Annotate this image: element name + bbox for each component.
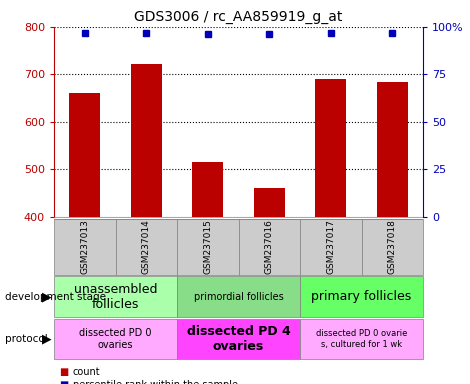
Text: unassembled
follicles: unassembled follicles (74, 283, 157, 311)
Bar (192, 162, 223, 217)
Text: count: count (73, 367, 101, 377)
Bar (177, 319, 300, 359)
Text: ▶: ▶ (42, 290, 52, 303)
Text: primordial follicles: primordial follicles (194, 291, 283, 302)
Bar (238, 219, 300, 275)
Text: ▶: ▶ (42, 333, 52, 345)
Text: primary follicles: primary follicles (312, 290, 412, 303)
Text: ■: ■ (59, 367, 68, 377)
Text: dissected PD 0
ovaries: dissected PD 0 ovaries (79, 328, 152, 350)
Bar (315, 79, 346, 217)
Bar (54, 276, 177, 317)
Text: GSM237015: GSM237015 (204, 219, 212, 274)
Bar (54, 319, 177, 359)
Text: percentile rank within the sample: percentile rank within the sample (73, 380, 238, 384)
Title: GDS3006 / rc_AA859919_g_at: GDS3006 / rc_AA859919_g_at (134, 10, 343, 25)
Text: protocol: protocol (5, 334, 47, 344)
Bar (131, 64, 162, 217)
Text: GSM237018: GSM237018 (388, 219, 397, 274)
Bar (54, 219, 116, 275)
Bar (177, 276, 300, 317)
Text: GSM237013: GSM237013 (80, 219, 89, 274)
Bar (254, 189, 285, 217)
Text: GSM237017: GSM237017 (326, 219, 335, 274)
Bar (300, 319, 423, 359)
Bar (116, 219, 177, 275)
Text: dissected PD 0 ovarie
s, cultured for 1 wk: dissected PD 0 ovarie s, cultured for 1 … (316, 329, 407, 349)
Text: GSM237016: GSM237016 (265, 219, 274, 274)
Bar (300, 219, 361, 275)
Bar (300, 276, 423, 317)
Text: dissected PD 4
ovaries: dissected PD 4 ovaries (187, 325, 290, 353)
Text: GSM237014: GSM237014 (142, 219, 151, 274)
Text: development stage: development stage (5, 291, 106, 302)
Bar (177, 219, 238, 275)
Bar (361, 219, 423, 275)
Bar (70, 93, 100, 217)
Bar (377, 83, 407, 217)
Text: ■: ■ (59, 380, 68, 384)
